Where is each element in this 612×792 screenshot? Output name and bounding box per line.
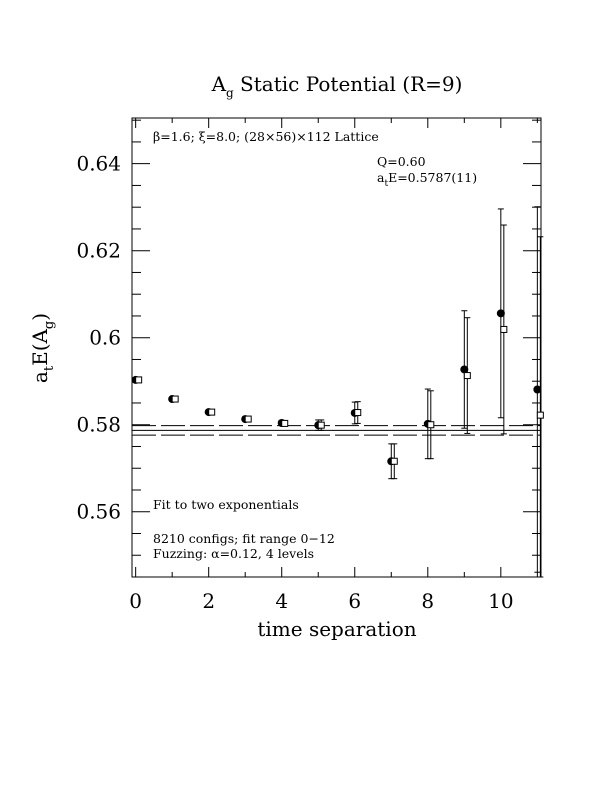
point-marker — [496, 309, 505, 318]
square-point — [500, 224, 508, 435]
fit-band — [132, 425, 541, 436]
energy-label-t: t — [384, 179, 388, 189]
circle-point — [460, 310, 469, 429]
ylabel-a: a — [28, 371, 52, 383]
chart-title: Ag Static Potential (R=9) — [211, 72, 463, 100]
point-marker — [463, 372, 471, 380]
energy-label-rest: E=0.5787(11) — [388, 170, 477, 185]
point-marker — [533, 385, 542, 394]
fuzzing-label: Fuzzing: α=0.12, 4 levels — [153, 546, 314, 561]
y-tick-label: 0.58 — [76, 413, 121, 437]
point-marker — [281, 419, 289, 427]
point-marker — [427, 421, 435, 429]
point-marker — [500, 325, 508, 333]
configs-label: 8210 configs; fit range 0−12 — [153, 531, 335, 546]
lattice-label: β=1.6; ξ=8.0; (28×56)×112 Lattice — [153, 129, 379, 144]
square-point — [281, 419, 289, 427]
square-point — [208, 408, 216, 416]
x-tick-label: 2 — [202, 589, 215, 613]
square-point — [354, 401, 362, 424]
x-tick-label: 10 — [488, 589, 513, 613]
title-rest: Static Potential (R=9) — [234, 72, 463, 96]
energy-label-a: a — [377, 170, 385, 185]
title-main: A — [211, 72, 227, 96]
circle-point — [533, 206, 542, 573]
circle-point — [496, 208, 505, 419]
ylabel-t: t — [42, 365, 57, 371]
ylabel-g: g — [42, 321, 57, 329]
square-point — [463, 317, 471, 434]
energy-label: atE=0.5787(11) — [377, 170, 477, 189]
ylabel-close: ) — [28, 313, 52, 321]
x-tick-label: 8 — [421, 589, 434, 613]
square-point — [536, 236, 544, 578]
point-marker — [536, 411, 544, 419]
data-points — [131, 206, 544, 578]
y-axis-label: atE(Ag) — [28, 313, 57, 383]
point-marker — [390, 457, 398, 465]
point-marker — [317, 421, 325, 429]
square-point — [390, 443, 398, 480]
square-point — [244, 415, 252, 423]
point-marker — [244, 415, 252, 423]
point-marker — [460, 365, 469, 374]
ylabel-e: E(A — [28, 329, 52, 366]
square-point — [135, 376, 143, 384]
point-marker — [354, 409, 362, 417]
point-marker — [208, 408, 216, 416]
x-tick-label: 0 — [129, 589, 142, 613]
square-point — [171, 395, 179, 403]
square-point — [427, 390, 435, 460]
point-marker — [171, 395, 179, 403]
x-axis-label: time separation — [257, 617, 416, 641]
x-tick-label: 6 — [348, 589, 361, 613]
square-point — [317, 419, 325, 431]
title-subscript: g — [226, 86, 234, 100]
x-tick-label: 4 — [275, 589, 288, 613]
point-marker — [135, 376, 143, 384]
y-tick-label: 0.56 — [76, 500, 121, 524]
y-tick-label: 0.62 — [76, 239, 121, 263]
plot-frame — [131, 117, 542, 578]
axis-ticks: 0 2 4 6 8 10 0.56 0.58 0.6 0.62 0.64 — [76, 118, 541, 613]
q-value-label: Q=0.60 — [377, 154, 426, 169]
y-tick-label: 0.6 — [89, 326, 121, 350]
fit-description: Fit to two exponentials — [153, 497, 299, 512]
y-tick-label: 0.64 — [76, 152, 121, 176]
